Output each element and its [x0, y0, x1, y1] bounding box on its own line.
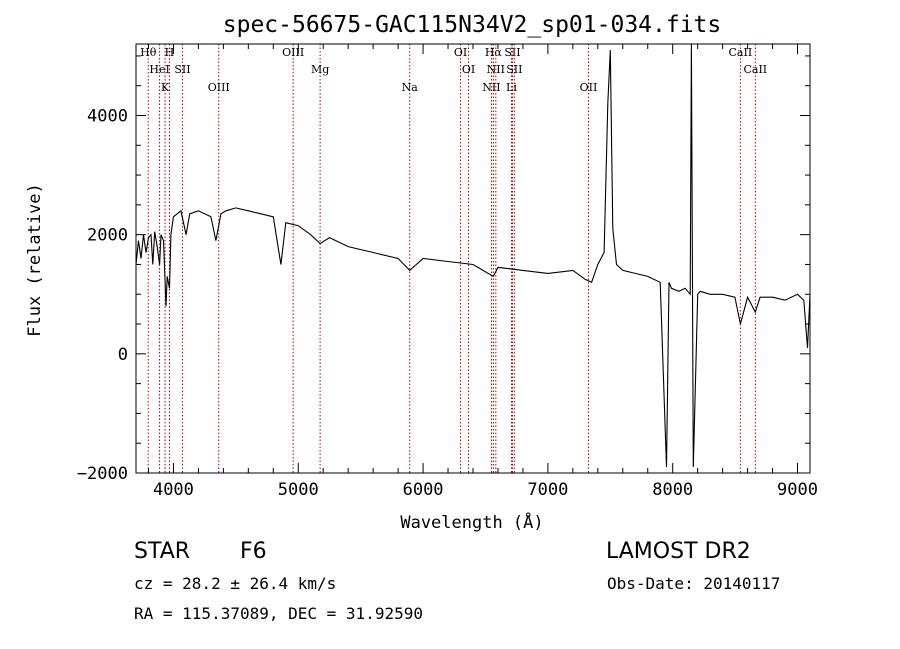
y-tick-label: −2000: [77, 464, 128, 484]
observation-date: Obs-Date: 20140117: [607, 574, 781, 593]
redshift-value: cz = 28.2 ± 26.4 km/s: [134, 574, 337, 593]
line-marker-label: OI: [454, 46, 467, 59]
y-tick-label: 4000: [87, 107, 128, 127]
line-marker-label: Hθ: [140, 46, 157, 59]
chart-title: spec-56675-GAC115N34V2_sp01-034.fits: [223, 12, 722, 38]
object-class: STAR: [134, 539, 191, 564]
line-marker-label: Li: [506, 81, 517, 94]
line-marker-label: OII: [580, 81, 598, 94]
x-tick-label: 6000: [403, 480, 444, 500]
line-marker-label: K: [161, 81, 170, 94]
x-tick-label: 9000: [777, 480, 818, 500]
line-marker-label: CaII: [729, 46, 753, 59]
line-marker-label: Hα: [485, 46, 503, 59]
y-axis-label: Flux (relative): [25, 183, 45, 337]
line-marker-label: HeI: [149, 63, 169, 76]
line-marker-label: NII: [487, 63, 505, 76]
plot-frame: [135, 43, 811, 474]
axes: 4000 5000 6000 7000 8000 9000 −2000 0 2000 4000: [77, 43, 818, 500]
y-tick-label: 2000: [87, 226, 128, 246]
x-tick-label: 7000: [527, 480, 568, 500]
line-marker-label: OIII: [208, 81, 230, 94]
line-marker-label: SII: [504, 46, 520, 59]
x-tick-label: 4000: [153, 480, 194, 500]
line-marker-label: Mg: [311, 63, 329, 76]
coordinates: RA = 115.37089, DEC = 31.92590: [134, 604, 423, 623]
line-marker-label: Na: [402, 81, 419, 94]
object-subclass: F6: [240, 539, 267, 564]
line-marker-label: NII: [482, 81, 500, 94]
line-marker-label: OI: [462, 63, 475, 76]
x-axis-label: Wavelength (Å): [400, 511, 543, 533]
line-marker-label: SII: [506, 63, 522, 76]
line-marker-label: OIII: [282, 46, 304, 59]
survey-name: LAMOST DR2: [606, 539, 751, 564]
line-marker-label: CaII: [743, 63, 767, 76]
spectrum-series: [135, 43, 811, 468]
spectrum-line: [135, 43, 811, 468]
line-marker-label: H: [165, 46, 175, 59]
x-tick-label: 8000: [652, 480, 693, 500]
y-tick-label: 0: [118, 345, 128, 365]
spectral-line-markers: HθHeIKHSIIOIIIOIIIMgNaOIOINIIHαNIILiSIIS…: [140, 44, 767, 473]
line-marker-label: SII: [174, 63, 190, 76]
x-tick-label: 5000: [278, 480, 319, 500]
